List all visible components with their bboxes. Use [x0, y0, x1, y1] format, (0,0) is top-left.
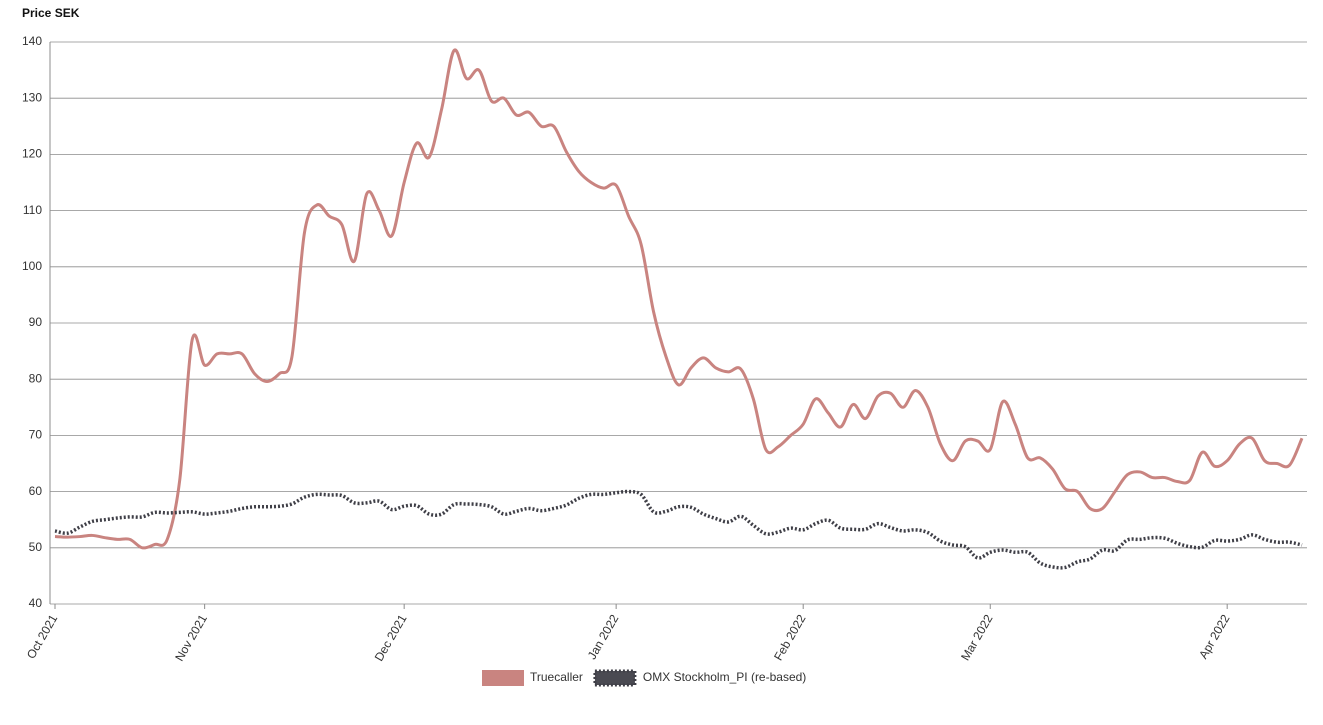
- y-tick-label: 110: [23, 203, 42, 217]
- line-series: [54, 489, 1303, 570]
- x-tick-label: Apr 2022: [1196, 612, 1233, 661]
- x-tick-label: Oct 2021: [24, 612, 61, 661]
- y-tick-label: 100: [22, 259, 42, 273]
- y-tick-label: 40: [29, 596, 43, 610]
- x-tick-label: Dec 2021: [372, 612, 410, 664]
- line-series: [54, 48, 1304, 550]
- legend-swatch: [482, 670, 524, 686]
- x-tick-label: Feb 2022: [771, 612, 809, 663]
- legend-label: OMX Stockholm_PI (re-based): [643, 670, 806, 684]
- legend-label: Truecaller: [530, 670, 583, 684]
- y-tick-label: 120: [22, 147, 42, 161]
- y-tick-label: 50: [29, 540, 43, 554]
- x-tick-label: Nov 2021: [172, 612, 210, 664]
- legend-swatch: [593, 669, 637, 687]
- y-tick-label: 60: [29, 484, 43, 498]
- y-tick-label: 130: [22, 90, 42, 104]
- y-tick-label: 80: [29, 371, 43, 385]
- x-tick-label: Mar 2022: [958, 612, 996, 663]
- y-tick-label: 140: [22, 34, 42, 48]
- y-tick-label: 90: [29, 315, 43, 329]
- y-tick-label: 70: [29, 428, 43, 442]
- y-axis-title: Price SEK: [22, 6, 80, 20]
- x-tick-label: Jan 2022: [585, 612, 622, 662]
